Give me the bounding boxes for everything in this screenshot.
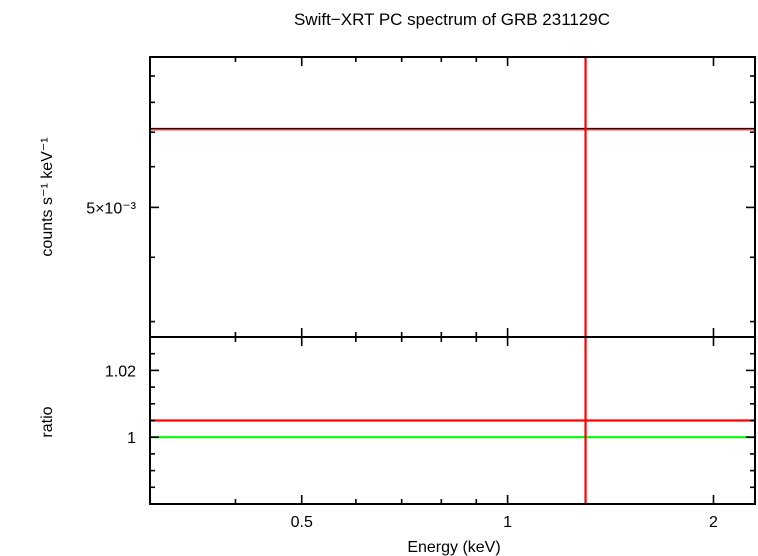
x-tick-label: 1 [503,514,512,531]
y-axis-label-spectrum: counts s⁻¹ keV⁻¹ [39,137,56,256]
x-tick-label: 0.5 [291,514,313,531]
x-tick-label: 2 [709,514,718,531]
y-tick-label: 5×10⁻³ [86,200,136,217]
spectrum-panel: 5×10⁻³ [86,56,756,338]
panel-frame [149,56,756,338]
y-tick-label: 1.02 [105,363,136,380]
chart-title: Swift−XRT PC spectrum of GRB 231129C [294,10,610,29]
y-axis-label-ratio: ratio [39,406,56,437]
ratio-panel: 1 1.02 0.5 1 2 [105,336,756,531]
y-tick-label: 1 [127,430,136,447]
x-axis-label: Energy (keV) [407,539,500,556]
